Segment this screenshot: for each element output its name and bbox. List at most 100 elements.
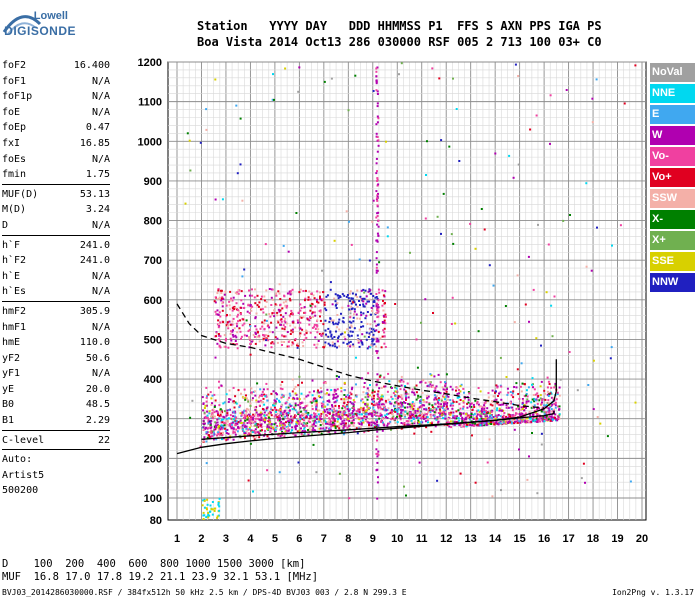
- echo-point: [554, 382, 557, 385]
- echo-point: [274, 400, 277, 403]
- echo-point: [216, 342, 219, 345]
- echo-point: [404, 395, 407, 398]
- echo-point: [282, 427, 285, 430]
- echo-point: [269, 425, 272, 428]
- echo-point: [310, 413, 313, 416]
- echo-point: [537, 418, 540, 421]
- echo-point: [358, 418, 361, 421]
- echo-point: [280, 320, 283, 323]
- echo-point: [324, 329, 327, 332]
- echo-point: [290, 344, 293, 347]
- echo-point: [333, 297, 336, 300]
- echo-point: [350, 402, 353, 405]
- echo-point: [418, 423, 421, 426]
- echo-point: [380, 396, 383, 399]
- echo-point: [223, 345, 226, 348]
- echo-point: [493, 407, 496, 410]
- echo-point: [339, 411, 342, 413]
- echo-point: [336, 395, 339, 398]
- echo-point: [386, 235, 389, 238]
- param-value: N/A: [91, 106, 110, 118]
- echo-point: [340, 431, 343, 433]
- echo-point: [308, 429, 311, 432]
- echo-point: [362, 411, 365, 413]
- echo-point: [500, 398, 503, 401]
- echo-point: [459, 399, 462, 401]
- echo-point: [438, 405, 441, 408]
- echo-point: [452, 420, 455, 423]
- echo-point: [288, 290, 291, 293]
- echo-point: [481, 410, 483, 413]
- echo-point: [246, 416, 249, 419]
- echo-point: [486, 422, 488, 425]
- echo-point: [228, 398, 231, 401]
- echo-point: [376, 306, 379, 309]
- echo-point: [363, 431, 366, 434]
- echo-point: [402, 380, 405, 383]
- echo-point: [246, 418, 249, 421]
- echo-point: [322, 291, 325, 294]
- echo-point: [222, 298, 225, 301]
- echo-point: [303, 413, 306, 416]
- echo-point: [277, 321, 280, 324]
- echo-point: [335, 393, 338, 395]
- echo-point: [375, 67, 378, 70]
- echo-point: [451, 296, 454, 299]
- echo-point: [237, 389, 240, 392]
- echo-point: [372, 336, 375, 339]
- echo-point: [364, 420, 367, 422]
- echo-point: [377, 304, 379, 307]
- echo-point: [219, 415, 222, 418]
- echo-point: [370, 402, 373, 405]
- echo-point: [542, 415, 545, 418]
- echo-point: [544, 398, 547, 401]
- echo-point: [257, 305, 260, 308]
- echo-point: [229, 308, 231, 311]
- echo-point: [294, 402, 297, 405]
- echo-point: [306, 422, 309, 425]
- echo-point: [576, 389, 579, 392]
- echo-point: [202, 518, 205, 520]
- echo-point: [406, 382, 409, 385]
- echo-point: [368, 333, 371, 336]
- echo-point: [254, 288, 256, 291]
- echo-point: [433, 375, 436, 378]
- echo-point: [398, 414, 401, 417]
- echo-point: [364, 404, 367, 407]
- echo-point: [431, 409, 434, 412]
- echo-point: [266, 426, 269, 429]
- y-tick-label: 700: [144, 255, 162, 267]
- echo-point: [448, 145, 451, 148]
- echo-point: [459, 472, 462, 475]
- echo-point: [476, 417, 479, 420]
- echo-point: [309, 400, 312, 403]
- echo-point: [264, 429, 266, 432]
- echo-point: [318, 409, 321, 412]
- echo-point: [233, 418, 235, 421]
- echo-point: [434, 387, 437, 389]
- echo-point: [274, 303, 277, 306]
- echo-point: [362, 300, 365, 303]
- echo-point: [206, 414, 209, 417]
- echo-point: [450, 233, 453, 236]
- echo-point: [235, 343, 238, 345]
- echo-point: [282, 301, 285, 304]
- echo-point: [297, 384, 300, 387]
- echo-point: [522, 406, 525, 409]
- echo-point: [348, 220, 350, 223]
- echo-point: [377, 407, 380, 410]
- echo-point: [494, 415, 497, 418]
- echo-point: [412, 417, 414, 420]
- echo-point: [472, 403, 475, 406]
- param-value: 16.400: [73, 60, 110, 71]
- echo-point: [452, 414, 455, 417]
- echo-point: [280, 422, 283, 425]
- echo-point: [208, 436, 211, 439]
- echo-point: [231, 309, 234, 312]
- echo-point: [258, 334, 261, 337]
- echo-point: [500, 489, 502, 492]
- echo-point: [331, 409, 334, 412]
- echo-point: [284, 312, 287, 315]
- echo-point: [240, 426, 243, 429]
- echo-point: [232, 386, 235, 389]
